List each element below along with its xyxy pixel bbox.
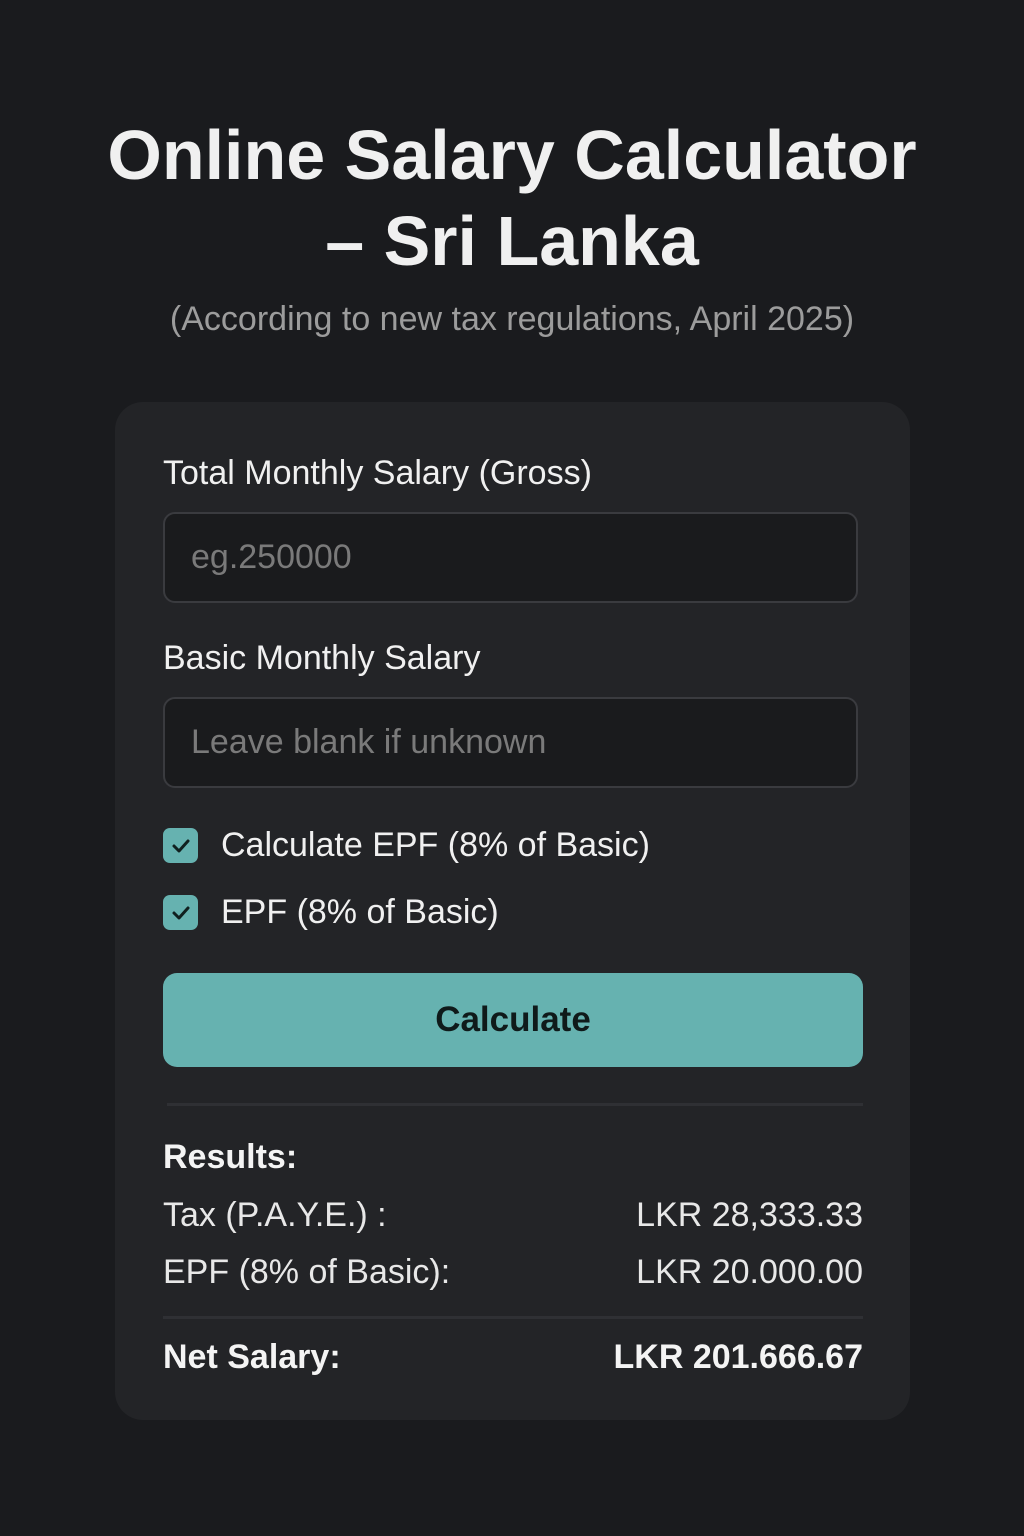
epf-checkbox[interactable]	[163, 895, 198, 930]
tax-label: Tax (P.A.Y.E.) :	[163, 1196, 387, 1234]
result-row-epf: EPF (8% of Basic): LKR 20.000.00	[163, 1253, 863, 1292]
divider	[167, 1103, 863, 1106]
epf-result-label: EPF (8% of Basic):	[163, 1253, 451, 1291]
checkmark-icon	[172, 839, 189, 852]
net-salary-label: Net Salary:	[163, 1338, 341, 1376]
title-line-2: – Sri Lanka	[325, 202, 699, 280]
tax-value: LKR 28,333.33	[636, 1196, 863, 1234]
checkmark-icon	[172, 906, 189, 919]
page-title: Online Salary Calculator – Sri Lanka	[0, 112, 1024, 284]
basic-salary-input[interactable]	[163, 697, 858, 788]
epf-label: EPF (8% of Basic)	[221, 893, 499, 931]
epf-result-value: LKR 20.000.00	[636, 1253, 863, 1291]
results-heading: Results:	[163, 1138, 298, 1176]
net-salary-value: LKR 201.666.67	[613, 1338, 864, 1376]
gross-salary-input[interactable]	[163, 512, 858, 603]
calculate-epf-label: Calculate EPF (8% of Basic)	[221, 826, 650, 864]
basic-salary-label: Basic Monthly Salary	[163, 639, 481, 677]
calculate-epf-checkbox-row[interactable]: Calculate EPF (8% of Basic)	[163, 826, 650, 865]
result-row-tax: Tax (P.A.Y.E.) : LKR 28,333.33	[163, 1196, 863, 1235]
divider	[163, 1316, 863, 1319]
net-salary-row: Net Salary: LKR 201.666.67	[163, 1338, 863, 1377]
calculate-epf-checkbox[interactable]	[163, 828, 198, 863]
calculate-button[interactable]: Calculate	[163, 973, 863, 1067]
page-subtitle: (According to new tax regulations, April…	[169, 300, 855, 338]
gross-salary-label: Total Monthly Salary (Gross)	[163, 454, 592, 492]
calculator-card: Total Monthly Salary (Gross) Basic Month…	[115, 402, 910, 1420]
title-line-1: Online Salary Calculator	[107, 116, 917, 194]
epf-checkbox-row[interactable]: EPF (8% of Basic)	[163, 893, 499, 932]
